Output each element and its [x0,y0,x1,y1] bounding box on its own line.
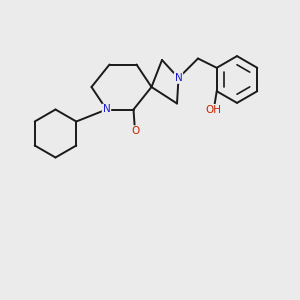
Text: N: N [175,73,182,83]
Text: OH: OH [206,105,222,115]
Text: N: N [103,104,110,115]
Text: O: O [131,126,139,136]
